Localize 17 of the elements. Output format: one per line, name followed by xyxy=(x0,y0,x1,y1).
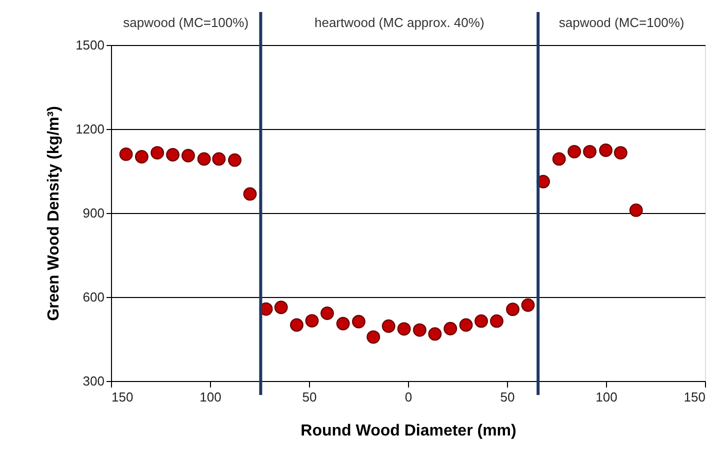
y-tick-label: 1500 xyxy=(76,38,104,52)
y-axis-title: Green Wood Density (kg/m³) xyxy=(46,106,63,321)
y-tick-label: 900 xyxy=(82,206,104,220)
y-tick-label: 1200 xyxy=(76,122,104,136)
x-tick-label: 50 xyxy=(500,390,515,404)
text: sapwood (MC=100%) xyxy=(558,15,684,30)
x-tick-label: 150 xyxy=(112,390,134,404)
y-tick-label: 600 xyxy=(82,290,104,304)
x-tick-label: 100 xyxy=(596,390,618,404)
x-axis-title: Round Wood Diameter (mm) xyxy=(300,422,516,440)
x-tick-label: 0 xyxy=(404,390,412,404)
x-tick-label: 50 xyxy=(302,390,317,404)
text: heartwood (MC approx. 40%) xyxy=(314,15,484,30)
y-tick-label: 300 xyxy=(82,374,104,388)
x-tick-label: 100 xyxy=(200,390,222,404)
x-tick-label: 150 xyxy=(684,390,706,404)
text: sapwood (MC=100%) xyxy=(123,15,249,30)
